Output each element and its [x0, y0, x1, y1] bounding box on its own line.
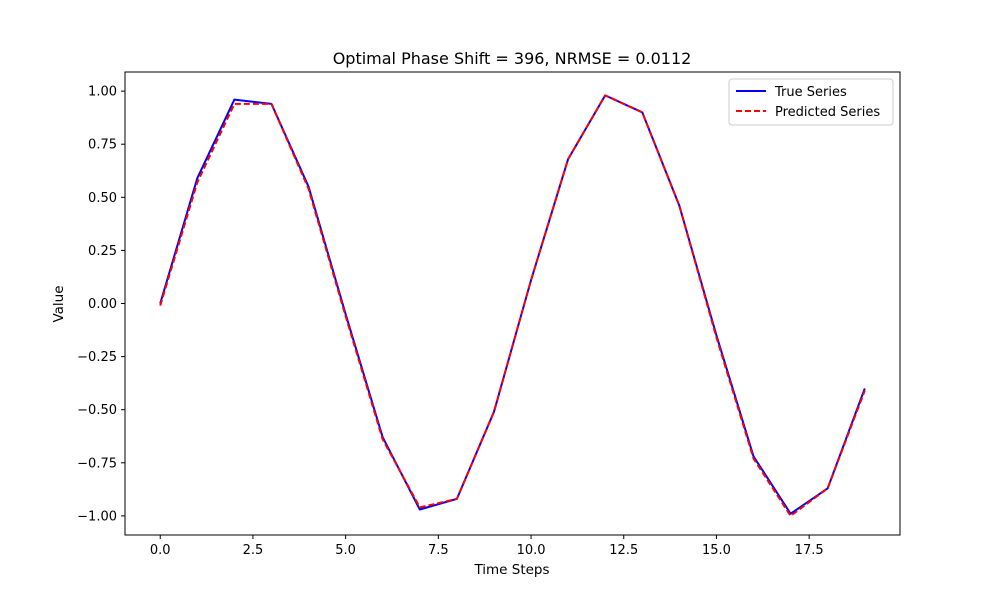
plot-frame [124, 71, 901, 536]
series-layer [159, 94, 866, 517]
y-axis-label: Value [51, 285, 67, 322]
x-tick-label: 0.0 [150, 543, 171, 558]
legend-box [728, 78, 894, 126]
y-tick-label: 0.50 [88, 191, 117, 206]
y-tick-label: −0.50 [77, 403, 117, 418]
legend-label-true-series: True Series [774, 85, 847, 100]
x-tick-label: 15.0 [702, 543, 731, 558]
x-axis-label: Time Steps [473, 562, 549, 578]
legend-label-predicted-series: Predicted Series [775, 105, 880, 120]
x-tick-label: 10.0 [517, 543, 546, 558]
y-tick-label: 0.00 [88, 297, 117, 312]
series-line-predicted-series [159, 94, 866, 517]
y-tick-label: 1.00 [88, 85, 117, 100]
y-tick-label: 0.25 [88, 244, 117, 259]
x-tick-label: 2.5 [243, 543, 264, 558]
legend: True Series Predicted Series [728, 78, 894, 126]
x-tick-label: 12.5 [609, 543, 638, 558]
x-tick-label: 7.5 [428, 543, 449, 558]
y-axis: 1.00 0.75 0.50 0.25 0.00 −0.25 −0.50 −0.75 −1.00 [77, 85, 125, 524]
series-line-true-series [159, 94, 866, 515]
x-tick-label: 5.0 [335, 543, 356, 558]
y-tick-label: −0.75 [77, 456, 117, 471]
x-tick-label: 17.5 [795, 543, 824, 558]
y-tick-label: 0.75 [88, 138, 117, 153]
y-tick-label: −1.00 [77, 509, 117, 524]
chart-title: Optimal Phase Shift = 396, NRMSE = 0.011… [333, 49, 692, 68]
y-tick-label: −0.25 [77, 350, 117, 365]
plot-area: 0.0 2.5 5.0 7.5 10.0 12.5 15.0 17.5 1.00 0.75 0.5… [77, 71, 901, 558]
x-axis: 0.0 2.5 5.0 7.5 10.0 12.5 15.0 17.5 [150, 535, 824, 558]
